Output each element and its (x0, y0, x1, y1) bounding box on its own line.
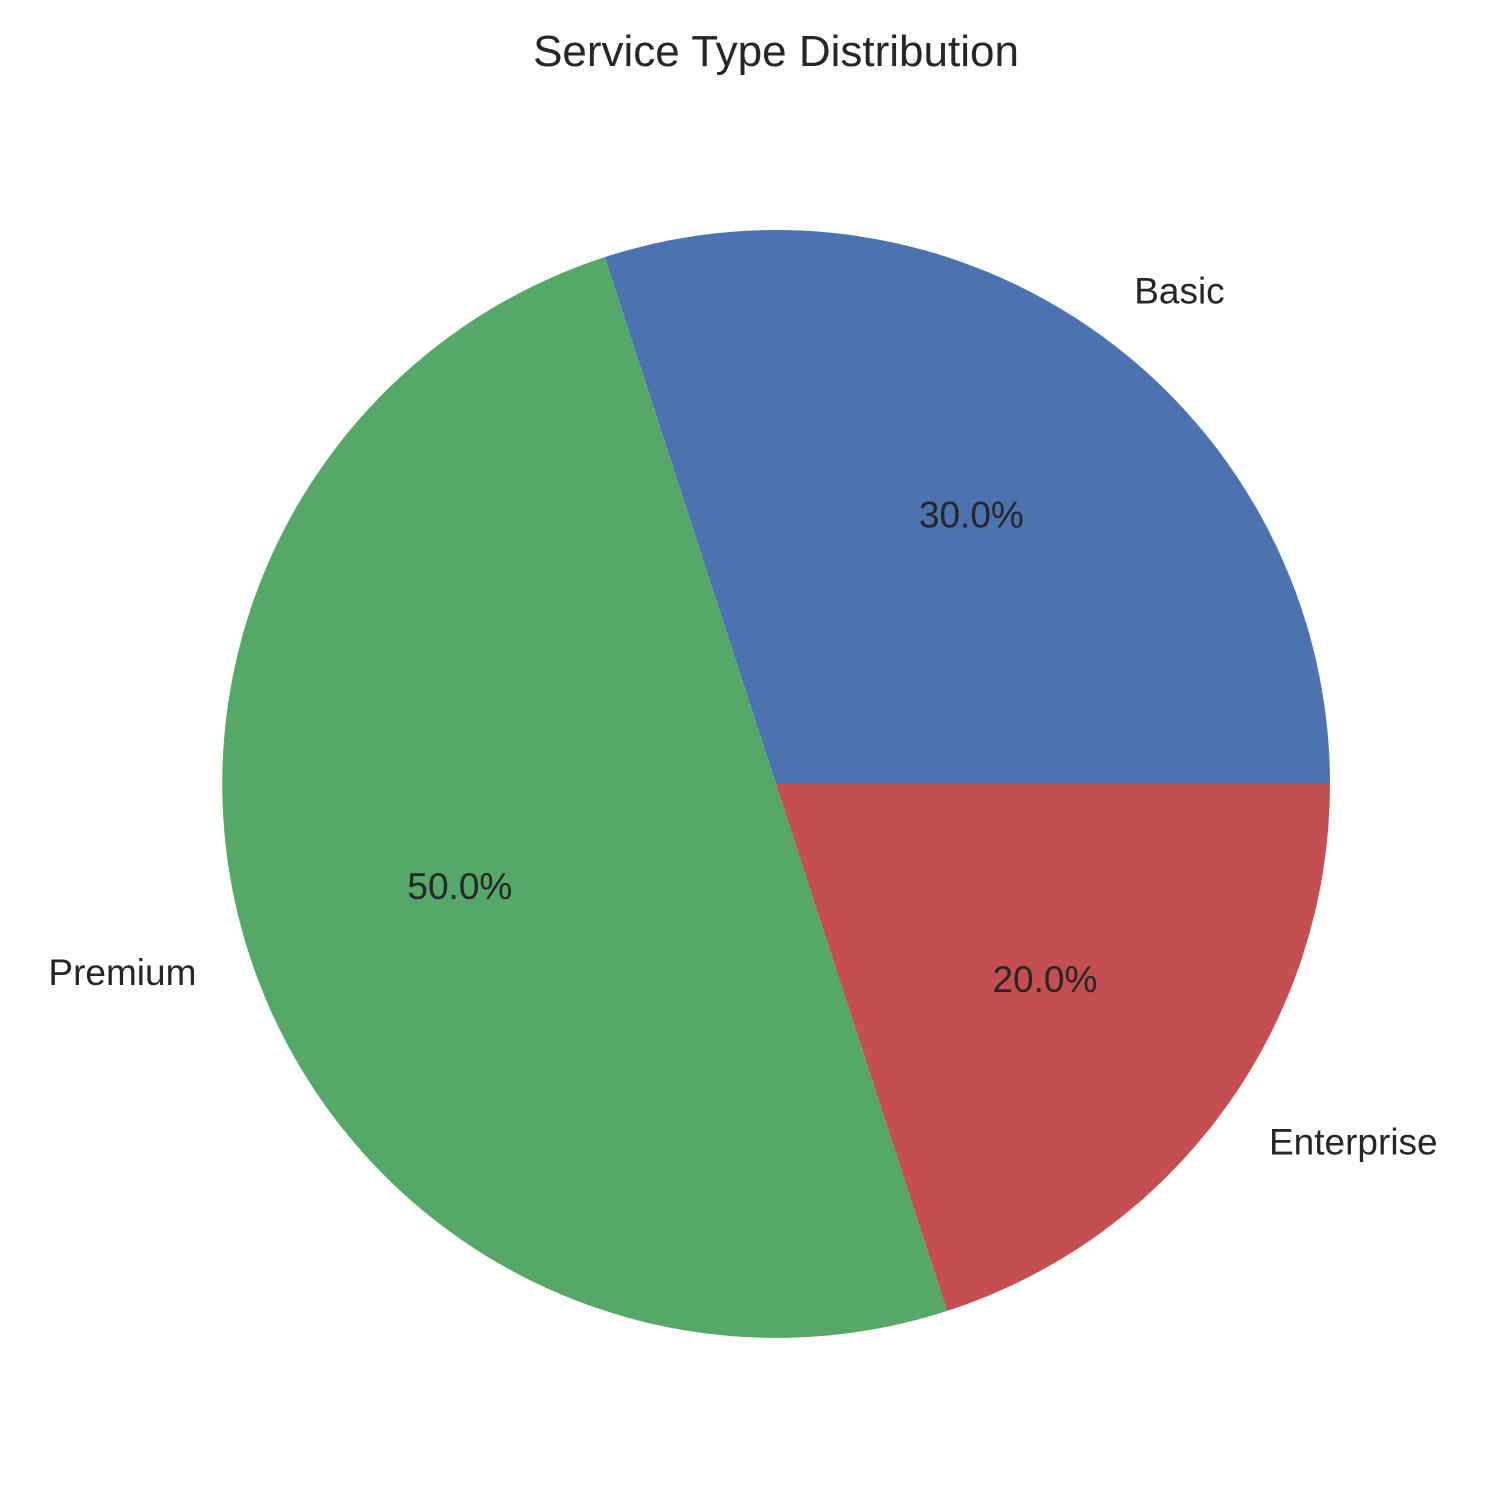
slice-label-enterprise: Enterprise (1269, 1122, 1438, 1163)
slice-value-premium: 50.0% (407, 866, 512, 907)
pie-labels: Basic 30.0% Premium 50.0% Enterprise 20.0% (48, 270, 1437, 1162)
pie-slice-enterprise (776, 784, 1330, 1311)
pie-slices (222, 230, 1330, 1338)
slice-value-enterprise: 20.0% (992, 959, 1097, 1000)
chart-title: Service Type Distribution (533, 27, 1019, 76)
pie-slice-premium (222, 257, 948, 1338)
slice-label-premium: Premium (48, 952, 196, 993)
pie-slice-basic (604, 230, 1330, 785)
slice-label-basic: Basic (1134, 270, 1224, 311)
slice-value-basic: 30.0% (919, 495, 1024, 536)
